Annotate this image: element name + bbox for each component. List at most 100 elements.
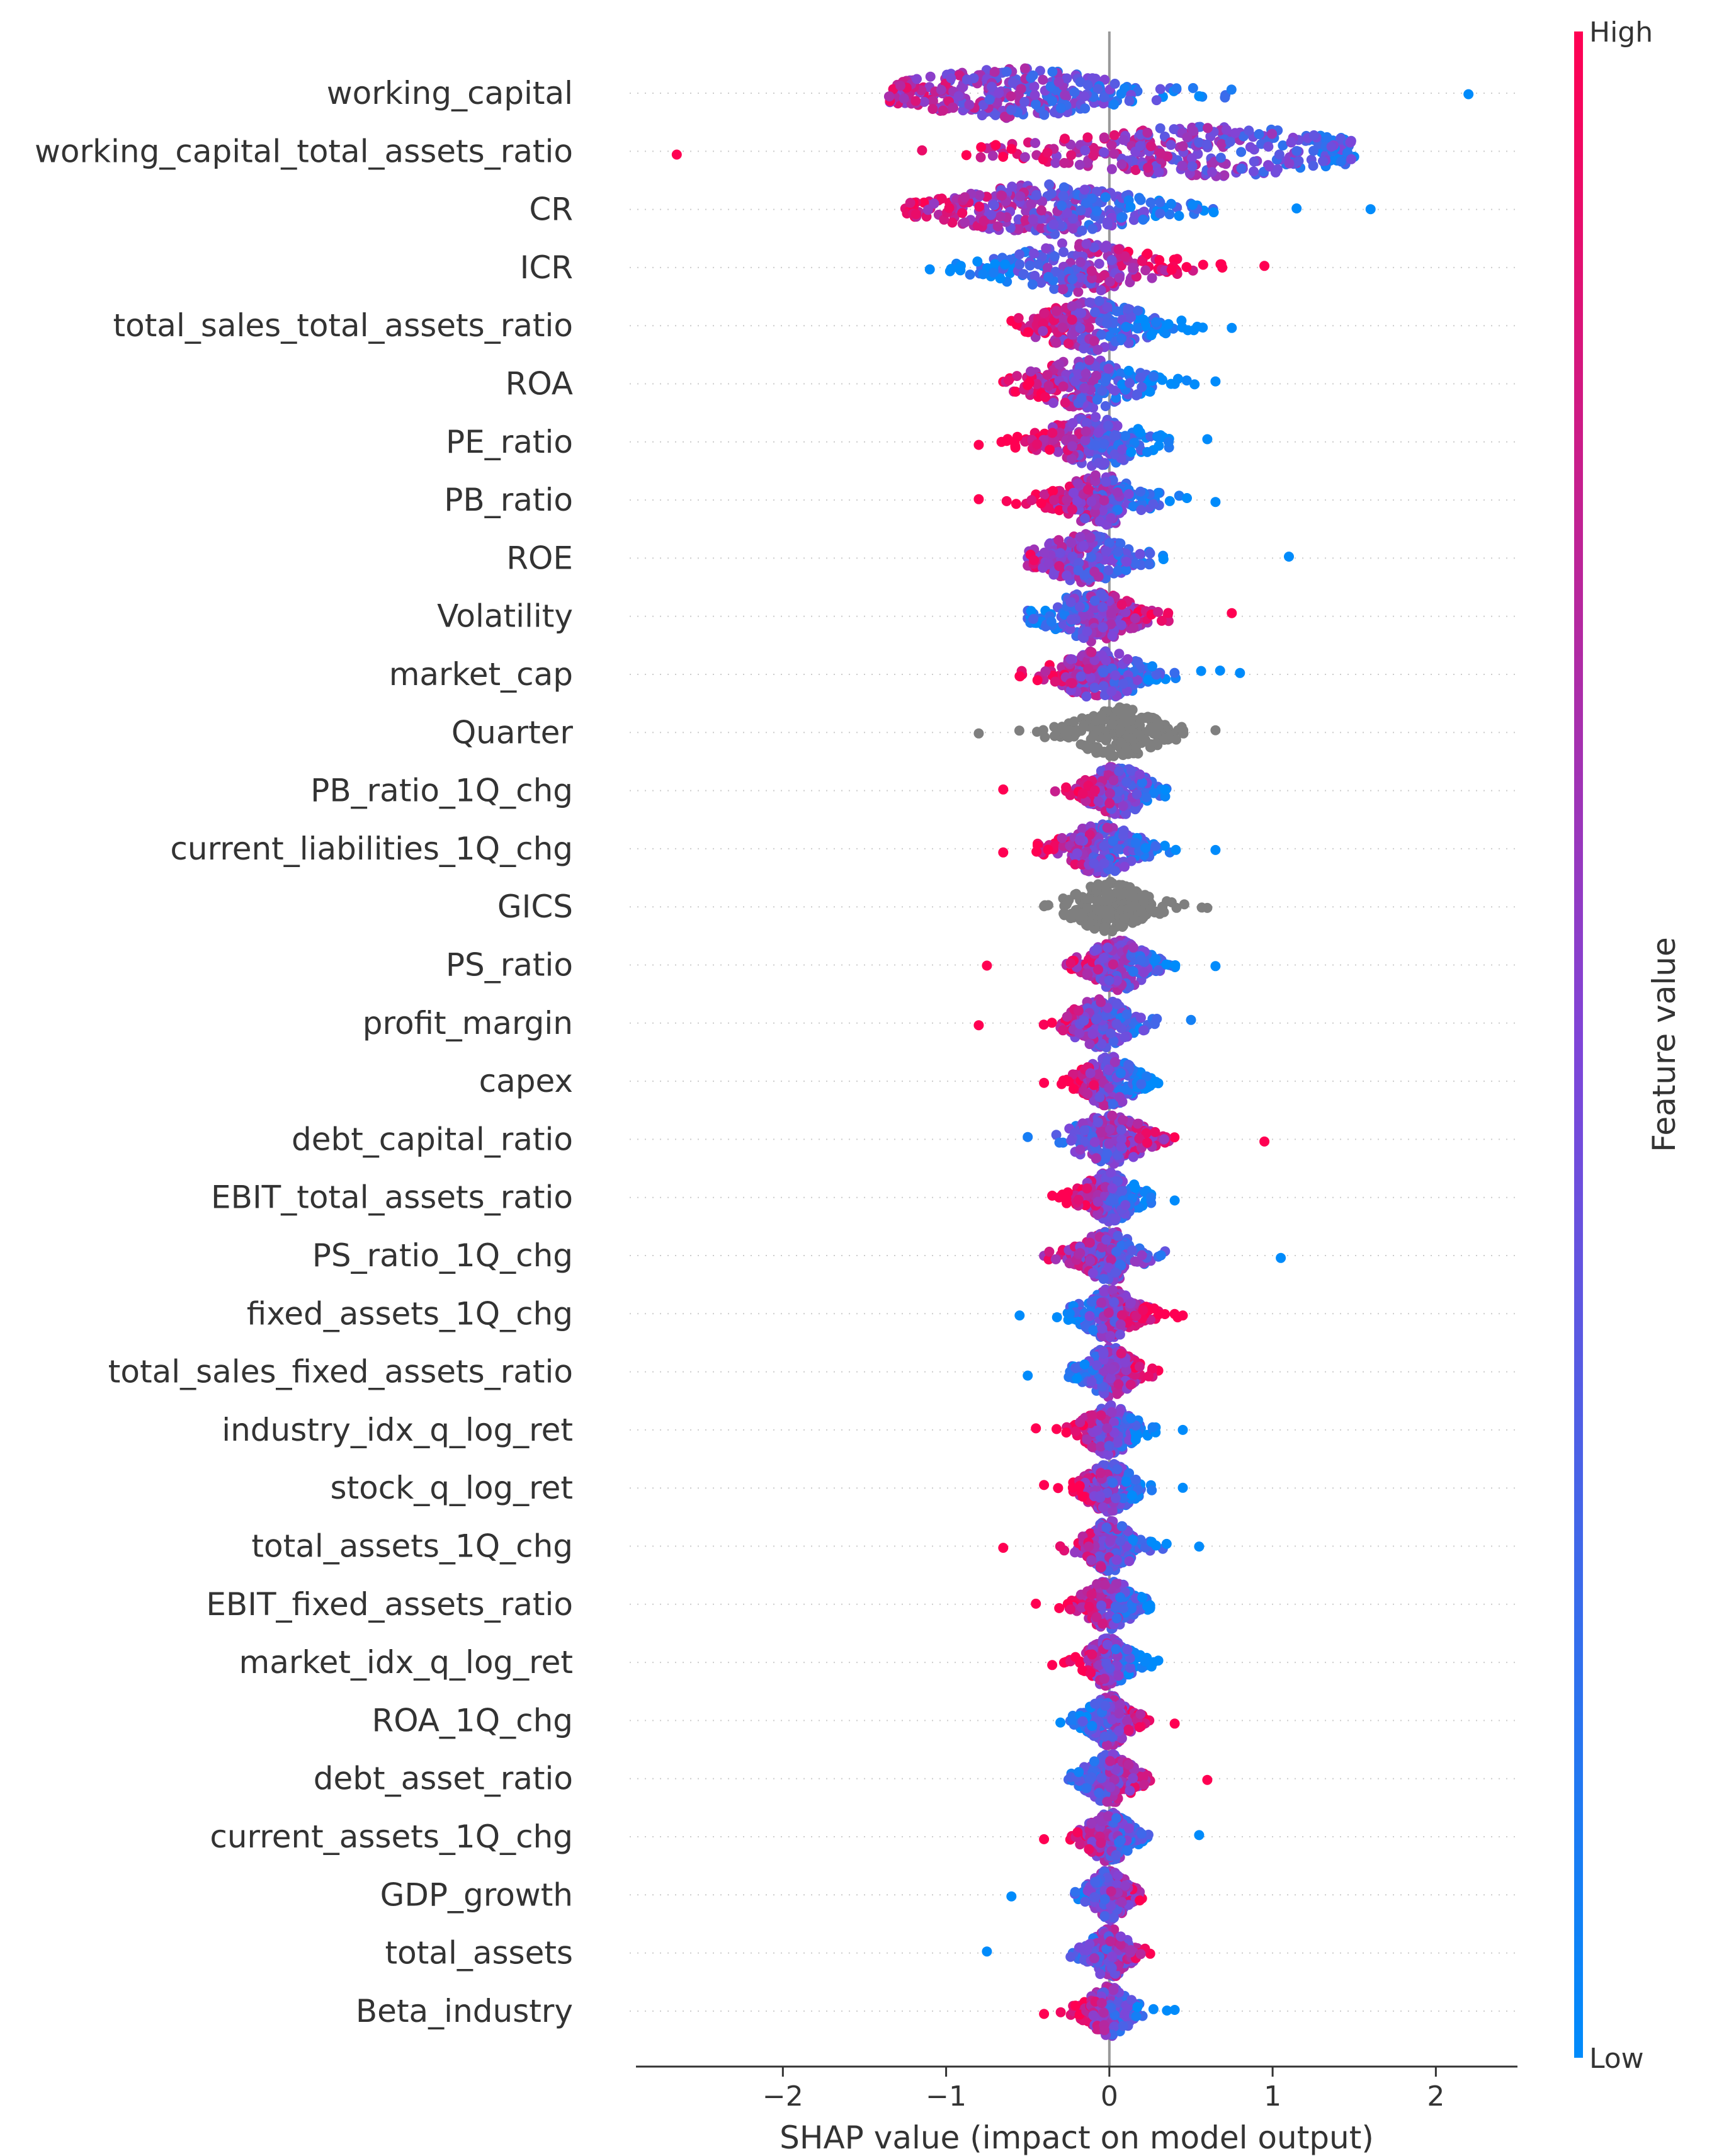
- shap-point: [990, 110, 1001, 120]
- shap-point: [1089, 1080, 1099, 1091]
- shap-point: [1123, 365, 1134, 376]
- shap-point: [1079, 1125, 1090, 1136]
- shap-point: [1014, 1310, 1025, 1321]
- shap-point: [1062, 73, 1072, 84]
- shap-point: [1174, 210, 1184, 221]
- shap-point: [1137, 382, 1147, 392]
- feature-label: ROA_1Q_chg: [371, 1702, 573, 1739]
- shap-point: [1135, 486, 1146, 497]
- shap-point: [1088, 730, 1099, 741]
- shap-point: [1099, 132, 1109, 143]
- shap-point: [1166, 264, 1177, 275]
- shap-point: [1130, 165, 1141, 175]
- shap-point: [1039, 1077, 1050, 1088]
- shap-point: [1293, 156, 1304, 166]
- shap-point: [1109, 130, 1120, 140]
- shap-point: [1006, 91, 1016, 101]
- shap-point: [1157, 615, 1167, 626]
- feature-label: PB_ratio_1Q_chg: [310, 773, 573, 809]
- shap-point: [1139, 207, 1150, 217]
- shap-point: [984, 94, 995, 105]
- shap-point: [1092, 206, 1102, 217]
- shap-point: [1112, 999, 1123, 1010]
- shap-point: [1086, 552, 1097, 562]
- shap-point: [1075, 361, 1085, 372]
- feature-label: PS_ratio: [446, 947, 573, 984]
- shap-point: [1110, 670, 1121, 681]
- shap-point: [1155, 123, 1165, 133]
- shap-point: [1104, 1138, 1114, 1149]
- shap-point: [1141, 792, 1152, 803]
- shap-point: [1086, 266, 1097, 276]
- shap-point: [1110, 1268, 1121, 1278]
- shap-point: [1151, 1077, 1161, 1087]
- shap-point: [1096, 285, 1106, 295]
- shap-point: [1142, 1137, 1152, 1148]
- feature-label: PB_ratio: [444, 482, 573, 518]
- feature-label: fixed_assets_1Q_chg: [247, 1295, 573, 1332]
- feature-label: total_assets: [385, 1935, 574, 1972]
- shap-point: [1059, 725, 1070, 735]
- shap-point: [1126, 1245, 1137, 1256]
- shap-point: [1244, 125, 1254, 136]
- shap-point: [1086, 496, 1097, 507]
- shap-point: [1121, 776, 1132, 787]
- feature-label: PS_ratio_1Q_chg: [312, 1237, 573, 1274]
- shap-point: [1054, 359, 1065, 370]
- shap-point: [1063, 338, 1074, 349]
- shap-point: [1081, 919, 1091, 930]
- shap-point: [1028, 70, 1038, 81]
- shap-point: [1029, 555, 1040, 565]
- shap-point: [1118, 1115, 1128, 1125]
- shap-point: [1308, 145, 1319, 156]
- shap-point: [1120, 431, 1130, 441]
- shap-point: [1043, 844, 1053, 855]
- shap-point: [1100, 401, 1111, 411]
- shap-point: [1159, 907, 1169, 917]
- shap-point: [936, 193, 947, 204]
- shap-point: [1155, 148, 1166, 159]
- shap-point: [996, 436, 1007, 447]
- feature-label: debt_asset_ratio: [314, 1761, 573, 1797]
- shap-point: [1043, 559, 1054, 569]
- shap-point: [1026, 366, 1036, 377]
- shap-point: [1031, 727, 1042, 737]
- shap-point: [1099, 841, 1109, 851]
- shap-point: [1006, 144, 1017, 154]
- shap-point: [1103, 887, 1113, 897]
- shap-point: [1254, 129, 1264, 139]
- feature-label: Beta_industry: [356, 1993, 573, 2029]
- shap-point: [1079, 91, 1090, 101]
- shap-point: [1188, 325, 1199, 336]
- shap-point: [1106, 608, 1116, 618]
- shap-point: [1057, 833, 1067, 843]
- shap-point: [1143, 162, 1154, 173]
- shap-point: [1365, 204, 1376, 215]
- shap-point: [1130, 559, 1140, 569]
- shap-point: [1010, 442, 1021, 453]
- shap-point: [1153, 606, 1164, 617]
- shap-point: [1046, 1018, 1057, 1028]
- shap-point: [925, 71, 936, 82]
- shap-point: [987, 81, 997, 92]
- shap-point: [938, 105, 948, 116]
- shap-point: [953, 91, 964, 101]
- shap-point: [1116, 88, 1126, 99]
- shap-point: [1187, 161, 1198, 172]
- shap-point: [1019, 152, 1030, 162]
- shap-point: [905, 198, 916, 208]
- shap-point: [960, 217, 970, 228]
- shap-point: [1047, 428, 1058, 438]
- shap-point: [1016, 84, 1026, 94]
- shap-point: [978, 215, 989, 226]
- shap-point: [1106, 140, 1117, 150]
- shap-point: [1094, 258, 1104, 269]
- shap-point: [1120, 1032, 1130, 1043]
- shap-point: [1125, 378, 1135, 389]
- shap-point: [1082, 968, 1092, 979]
- shap-point: [1024, 260, 1035, 271]
- shap-point: [1074, 159, 1085, 170]
- shap-point: [988, 268, 999, 278]
- shap-point: [1052, 1312, 1062, 1322]
- shap-point: [1109, 99, 1120, 110]
